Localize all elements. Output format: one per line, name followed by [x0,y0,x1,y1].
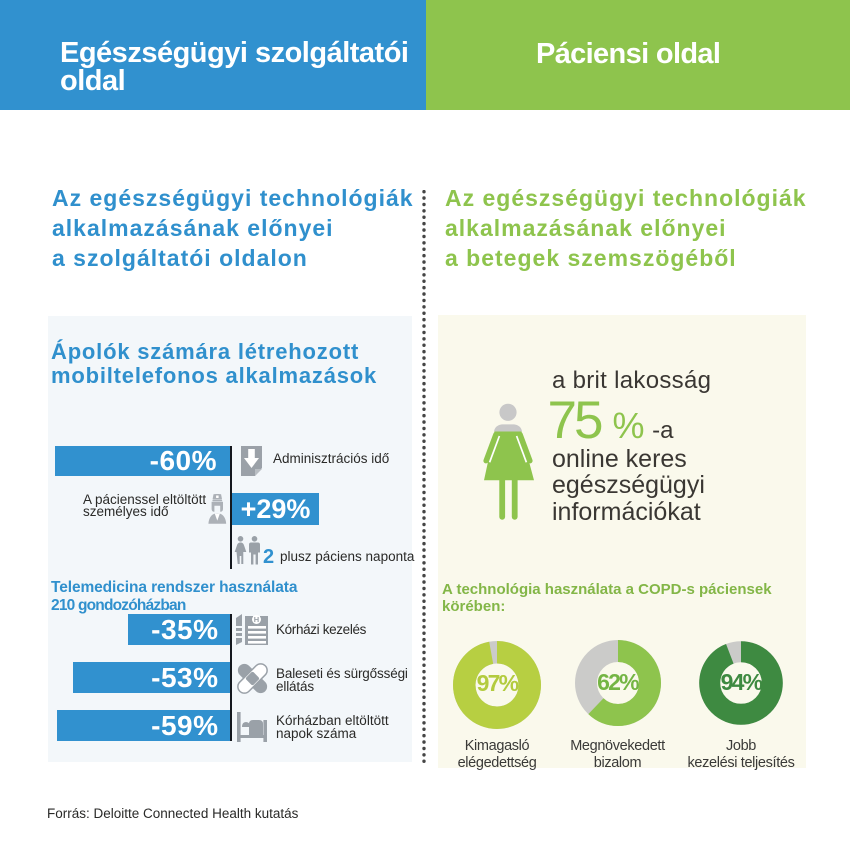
svg-text:H: H [254,615,259,624]
